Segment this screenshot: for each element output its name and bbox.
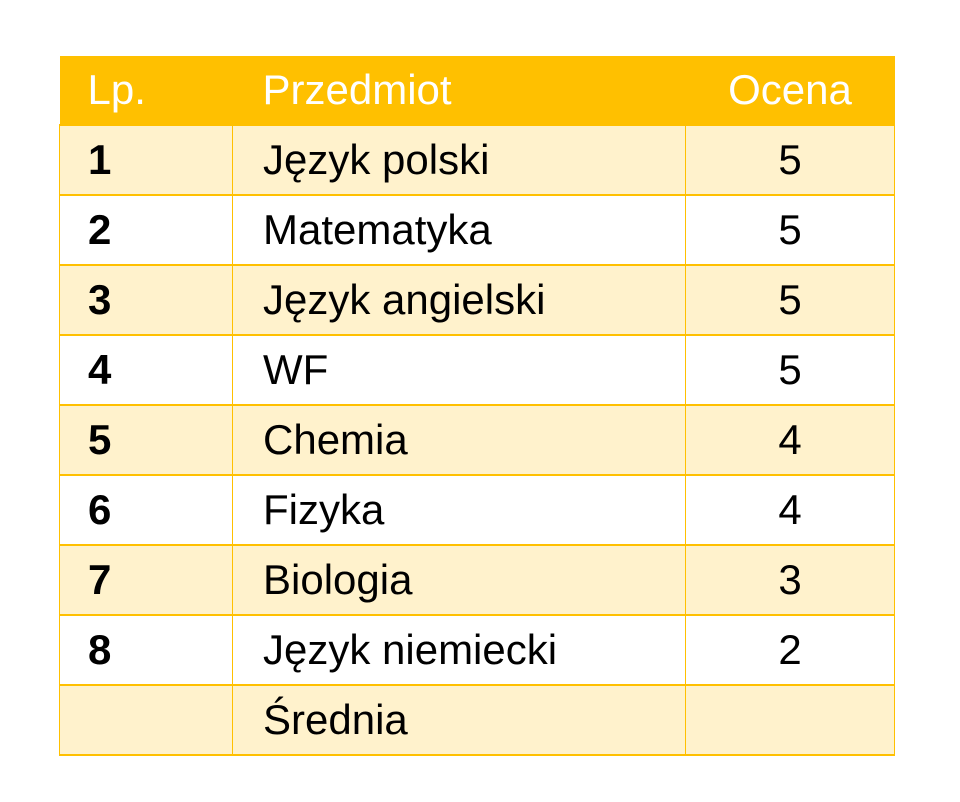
table-row: 7 Biologia 3 <box>59 544 895 616</box>
row-subject: Chemia <box>232 404 686 476</box>
grades-table: Lp. Przedmiot Ocena 1 Język polski 5 2 M… <box>59 56 895 756</box>
table-row: 5 Chemia 4 <box>59 404 895 476</box>
row-lp: 5 <box>59 404 233 476</box>
header-grade: Ocena <box>685 56 895 125</box>
row-lp: 6 <box>59 474 233 546</box>
header-lp: Lp. <box>59 56 233 125</box>
row-lp: 1 <box>59 124 233 196</box>
table-row: 4 WF 5 <box>59 334 895 406</box>
row-grade: 4 <box>685 474 895 546</box>
row-subject: Język niemiecki <box>232 614 686 686</box>
row-subject: Język angielski <box>232 264 686 336</box>
table-row: 8 Język niemiecki 2 <box>59 614 895 686</box>
row-subject: Matematyka <box>232 194 686 266</box>
summary-grade <box>685 684 895 756</box>
table-row: 1 Język polski 5 <box>59 124 895 196</box>
summary-row: Średnia <box>59 684 895 756</box>
row-lp: 4 <box>59 334 233 406</box>
row-grade: 3 <box>685 544 895 616</box>
row-subject: Biologia <box>232 544 686 616</box>
row-grade: 2 <box>685 614 895 686</box>
row-grade: 5 <box>685 264 895 336</box>
table-row: 2 Matematyka 5 <box>59 194 895 266</box>
row-lp: 2 <box>59 194 233 266</box>
summary-label: Średnia <box>232 684 686 756</box>
header-row: Lp. Przedmiot Ocena <box>59 56 895 125</box>
row-subject: Język polski <box>232 124 686 196</box>
row-subject: Fizyka <box>232 474 686 546</box>
table-header: Lp. Przedmiot Ocena <box>59 56 895 125</box>
row-subject: WF <box>232 334 686 406</box>
row-lp: 3 <box>59 264 233 336</box>
row-grade: 5 <box>685 334 895 406</box>
row-grade: 5 <box>685 124 895 196</box>
table-row: 3 Język angielski 5 <box>59 264 895 336</box>
row-lp: 7 <box>59 544 233 616</box>
table-row: 6 Fizyka 4 <box>59 474 895 546</box>
summary-lp <box>59 684 233 756</box>
header-subject: Przedmiot <box>232 56 686 125</box>
row-grade: 5 <box>685 194 895 266</box>
row-grade: 4 <box>685 404 895 476</box>
table-body: 1 Język polski 5 2 Matematyka 5 3 Język … <box>59 124 895 756</box>
row-lp: 8 <box>59 614 233 686</box>
